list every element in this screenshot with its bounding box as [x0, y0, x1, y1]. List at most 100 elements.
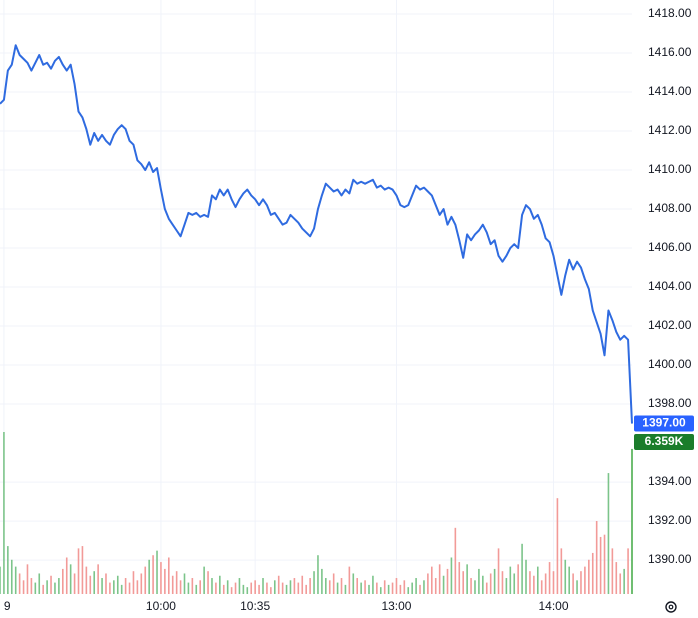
volume-bar [167, 557, 170, 594]
volume-bar [379, 587, 382, 594]
volume-bar [140, 573, 143, 594]
volume-bar [270, 587, 272, 594]
volume-bar [14, 566, 17, 594]
volume-bar [427, 573, 429, 594]
volume-bar [234, 582, 237, 594]
volume-bar [407, 587, 410, 594]
volume-bar [536, 566, 539, 594]
volume-bar [372, 575, 374, 594]
volume-bar [22, 580, 25, 594]
volume-bar [258, 584, 260, 594]
volume-bar [164, 568, 166, 594]
volume-bar [580, 571, 582, 594]
volume-bar [399, 584, 402, 594]
volume-bar [230, 587, 233, 594]
volume-bar [105, 573, 107, 594]
volume-bar [360, 582, 362, 594]
volume-bar [611, 548, 614, 594]
volume-bar [222, 584, 225, 594]
volume-bar [321, 568, 323, 594]
volume-bar [226, 580, 229, 594]
settings-button[interactable] [665, 601, 677, 613]
volume-bar [556, 498, 559, 594]
volume-bar [348, 566, 351, 594]
volume-bar [525, 559, 527, 594]
volume-bar [179, 580, 182, 594]
volume-bar [124, 578, 127, 594]
volume-bar [277, 575, 280, 594]
volume-bar [3, 432, 5, 594]
volume-bar [297, 582, 300, 594]
volume-bar [568, 566, 570, 594]
volume-bar [533, 575, 535, 594]
volume-bar [281, 582, 284, 594]
volume-bar [7, 546, 9, 594]
volume-bar [175, 571, 178, 594]
volume-bar [42, 584, 44, 594]
volume-bar [289, 580, 292, 594]
volume-bar [293, 578, 296, 594]
volume-bar [454, 527, 457, 594]
volume-bar [195, 584, 198, 594]
volume-bar [171, 575, 174, 594]
volume-bar [478, 568, 480, 594]
x-tick-label: 10:35 [240, 599, 270, 613]
y-tick-label: 1416.00 [648, 45, 692, 59]
volume-bar [588, 559, 590, 594]
volume-bar [336, 582, 339, 594]
volume-bar [517, 564, 519, 594]
volume-bar [607, 473, 610, 594]
volume-bar [50, 575, 52, 594]
volume-bar [54, 582, 56, 594]
volume-pane [0, 432, 633, 594]
volume-bar [246, 587, 249, 594]
volume-bar [548, 562, 551, 594]
volume-bar [97, 564, 99, 594]
volume-bar [93, 571, 96, 594]
volume-bar [544, 573, 547, 594]
y-tick-label: 1392.00 [648, 513, 692, 527]
volume-bar [419, 584, 421, 594]
volume-bar [81, 546, 84, 594]
volume-bar [77, 548, 80, 594]
volume-bar [58, 578, 60, 594]
volume-bar [509, 566, 512, 594]
x-tick-label: 13:00 [381, 599, 411, 613]
volume-bar [489, 573, 492, 594]
volume-bar [69, 564, 72, 594]
volume-bar [262, 578, 264, 594]
x-tick-label: 14:00 [538, 599, 568, 613]
volume-bar [85, 566, 88, 594]
volume-bar [466, 564, 468, 594]
volume-bar [485, 582, 488, 594]
volume-bar [446, 568, 449, 594]
volume-bar [203, 566, 205, 594]
volume-bar [18, 573, 21, 594]
volume-bar [474, 580, 476, 594]
volume-bar [615, 562, 618, 594]
volume-bar [62, 568, 64, 594]
volume-bar [250, 582, 253, 594]
x-tick-label: 9 [4, 599, 11, 613]
volume-bar [30, 578, 33, 594]
volume-bar [136, 580, 139, 594]
volume-bar [242, 584, 245, 594]
volume-bar [109, 582, 111, 594]
volume-bar [215, 582, 217, 594]
volume-bar [383, 580, 386, 594]
volume-bar [183, 573, 186, 594]
volume-bar [627, 548, 629, 594]
volume-bar [344, 584, 347, 594]
volume-bar [619, 573, 622, 594]
volume-bar [576, 580, 578, 594]
volume-bar [497, 548, 500, 594]
y-tick-label: 1412.00 [648, 123, 692, 137]
volume-bar [113, 580, 115, 594]
volume-bar [501, 571, 504, 594]
volume-bar [116, 575, 119, 594]
x-tick-label: 10:00 [146, 599, 176, 613]
volume-bar [415, 578, 417, 594]
volume-bar [631, 448, 633, 594]
volume-bar [434, 578, 437, 594]
